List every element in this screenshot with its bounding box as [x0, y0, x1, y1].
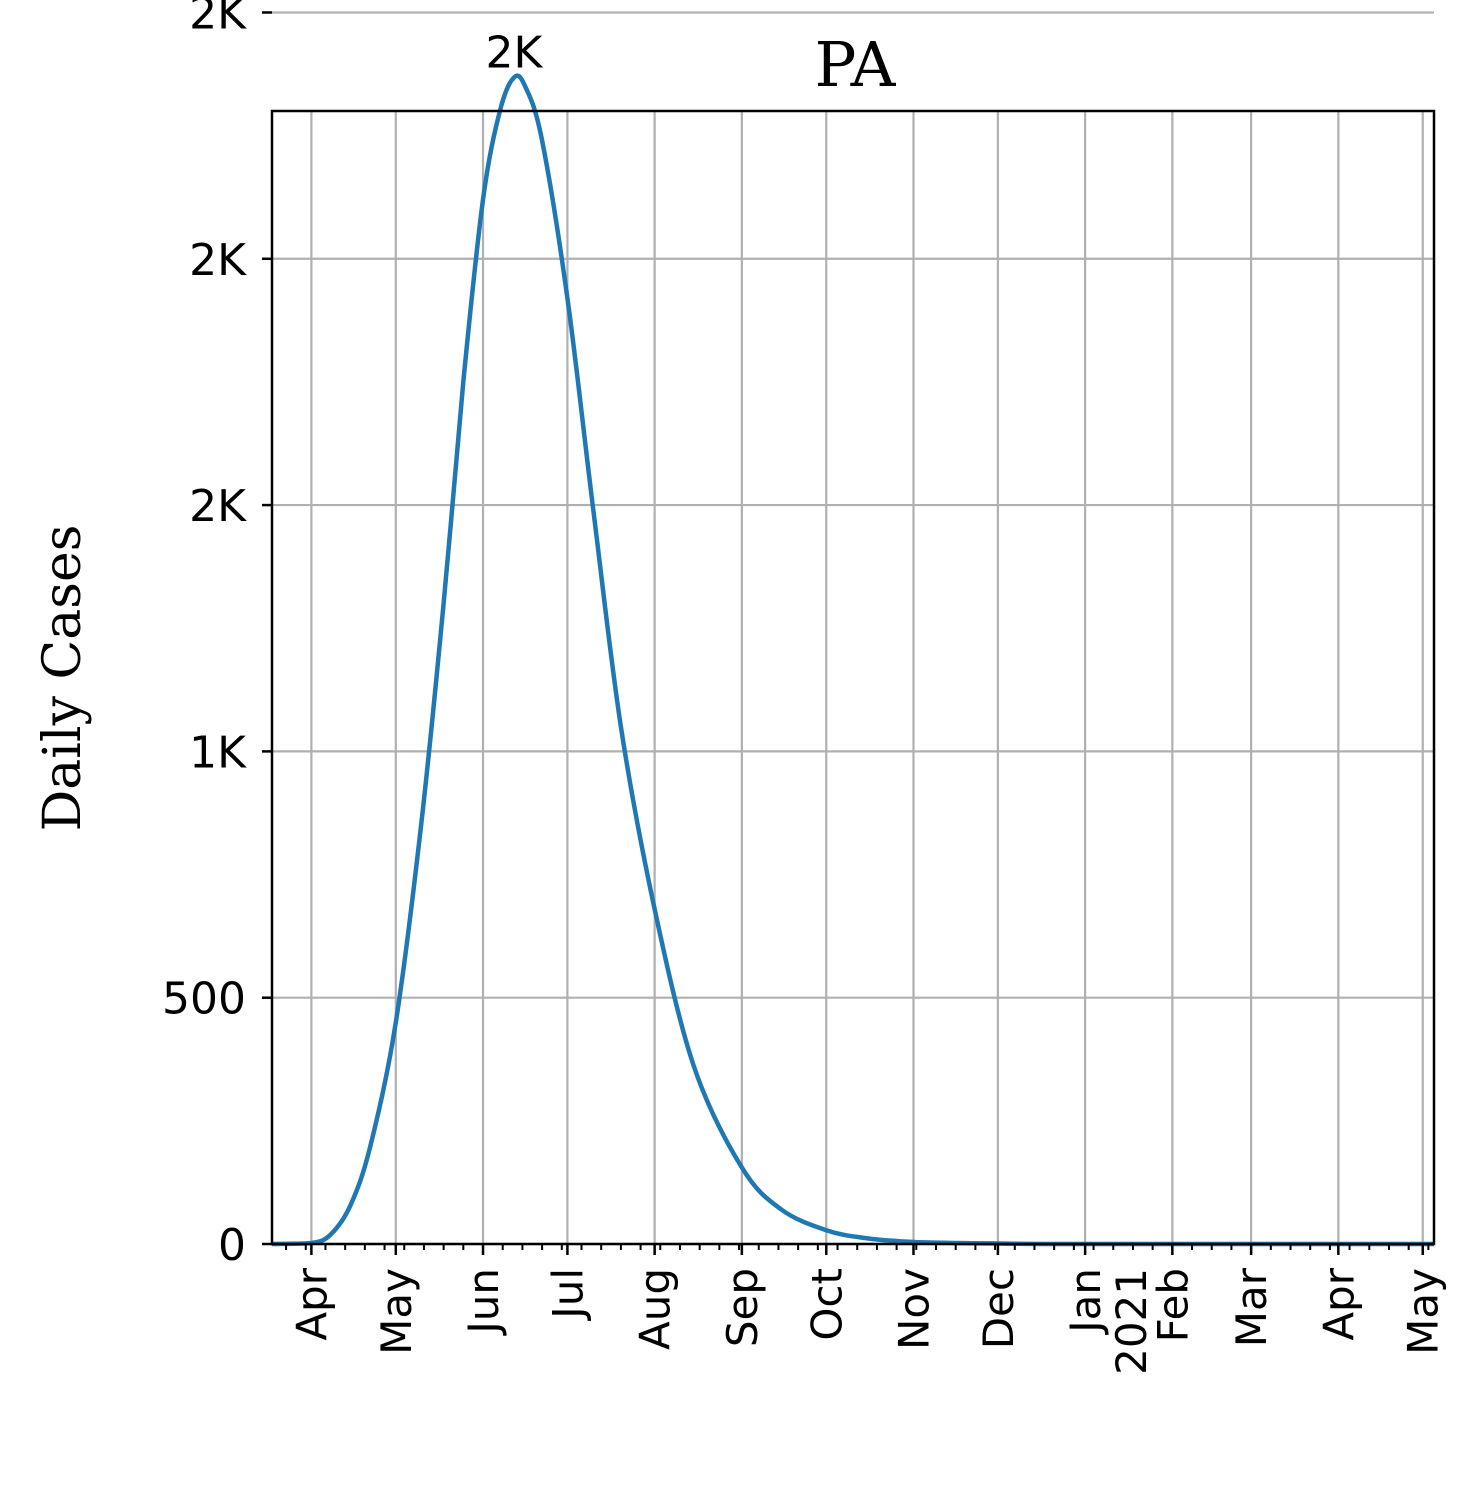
y-tick-label: 1K [189, 727, 247, 778]
x-tick-label-line: Dec [974, 1268, 1023, 1349]
x-tick-label: May [1399, 1268, 1448, 1355]
x-tick-label-line: Oct [802, 1268, 851, 1341]
minor-ticks [285, 1244, 1430, 1250]
x-tick-label-line: Sep [718, 1268, 767, 1347]
y-tick-label: 2K [189, 481, 247, 532]
x-tick-label: Feb [1148, 1268, 1197, 1342]
x-tick-label-line: Jul [543, 1268, 592, 1322]
x-tick-label: Dec [974, 1268, 1023, 1349]
x-tick-label-line: 2021 [1107, 1268, 1156, 1375]
x-tick-label-line: Nov [889, 1268, 938, 1350]
chart-title: PA [815, 28, 897, 101]
x-tick-label: Aug [631, 1268, 680, 1350]
x-tick-label: May [372, 1268, 421, 1355]
annotations: 2K [486, 28, 544, 79]
x-tick-label-line: Feb [1148, 1268, 1197, 1342]
x-tick-label: Nov [889, 1268, 938, 1350]
y-tick-label: 500 [162, 974, 246, 1025]
x-tick-label-line: Mar [1227, 1267, 1276, 1347]
x-tick-label-line: Aug [631, 1268, 680, 1350]
y-ticks: 0 500 1K 2K 2K 2K [162, 0, 272, 1271]
series-layer [271, 73, 1434, 1247]
x-tick-label: Mar [1227, 1267, 1276, 1347]
grid [272, 11, 1434, 1246]
x-tick-label: Apr [1314, 1267, 1363, 1340]
y-axis-label: Daily Cases [33, 525, 93, 832]
x-tick-label: Jun [459, 1268, 508, 1337]
y-tick-label: 2K [189, 235, 247, 286]
x-tick-label-line: Apr [287, 1267, 336, 1340]
x-tick-label-line: Jun [459, 1268, 508, 1337]
x-tick-label: Jul [543, 1268, 592, 1322]
x-tick-label-line: Jan [1061, 1268, 1110, 1336]
x-tick-label: Jan2021 [1061, 1268, 1156, 1375]
x-tick-label-line: May [1399, 1268, 1448, 1355]
y-tick-label: 2K [189, 0, 247, 39]
peak-annotation: 2K [486, 28, 544, 79]
x-tick-label: Apr [287, 1267, 336, 1340]
plot-frame [270, 109, 1436, 1246]
x-tick-label-line: May [372, 1268, 421, 1355]
x-tick-label-line: Apr [1314, 1267, 1363, 1340]
series-line [271, 73, 1434, 1247]
y-tick-label: 0 [218, 1220, 246, 1271]
x-tick-label: Oct [802, 1268, 851, 1341]
x-tick-label: Sep [718, 1268, 767, 1347]
